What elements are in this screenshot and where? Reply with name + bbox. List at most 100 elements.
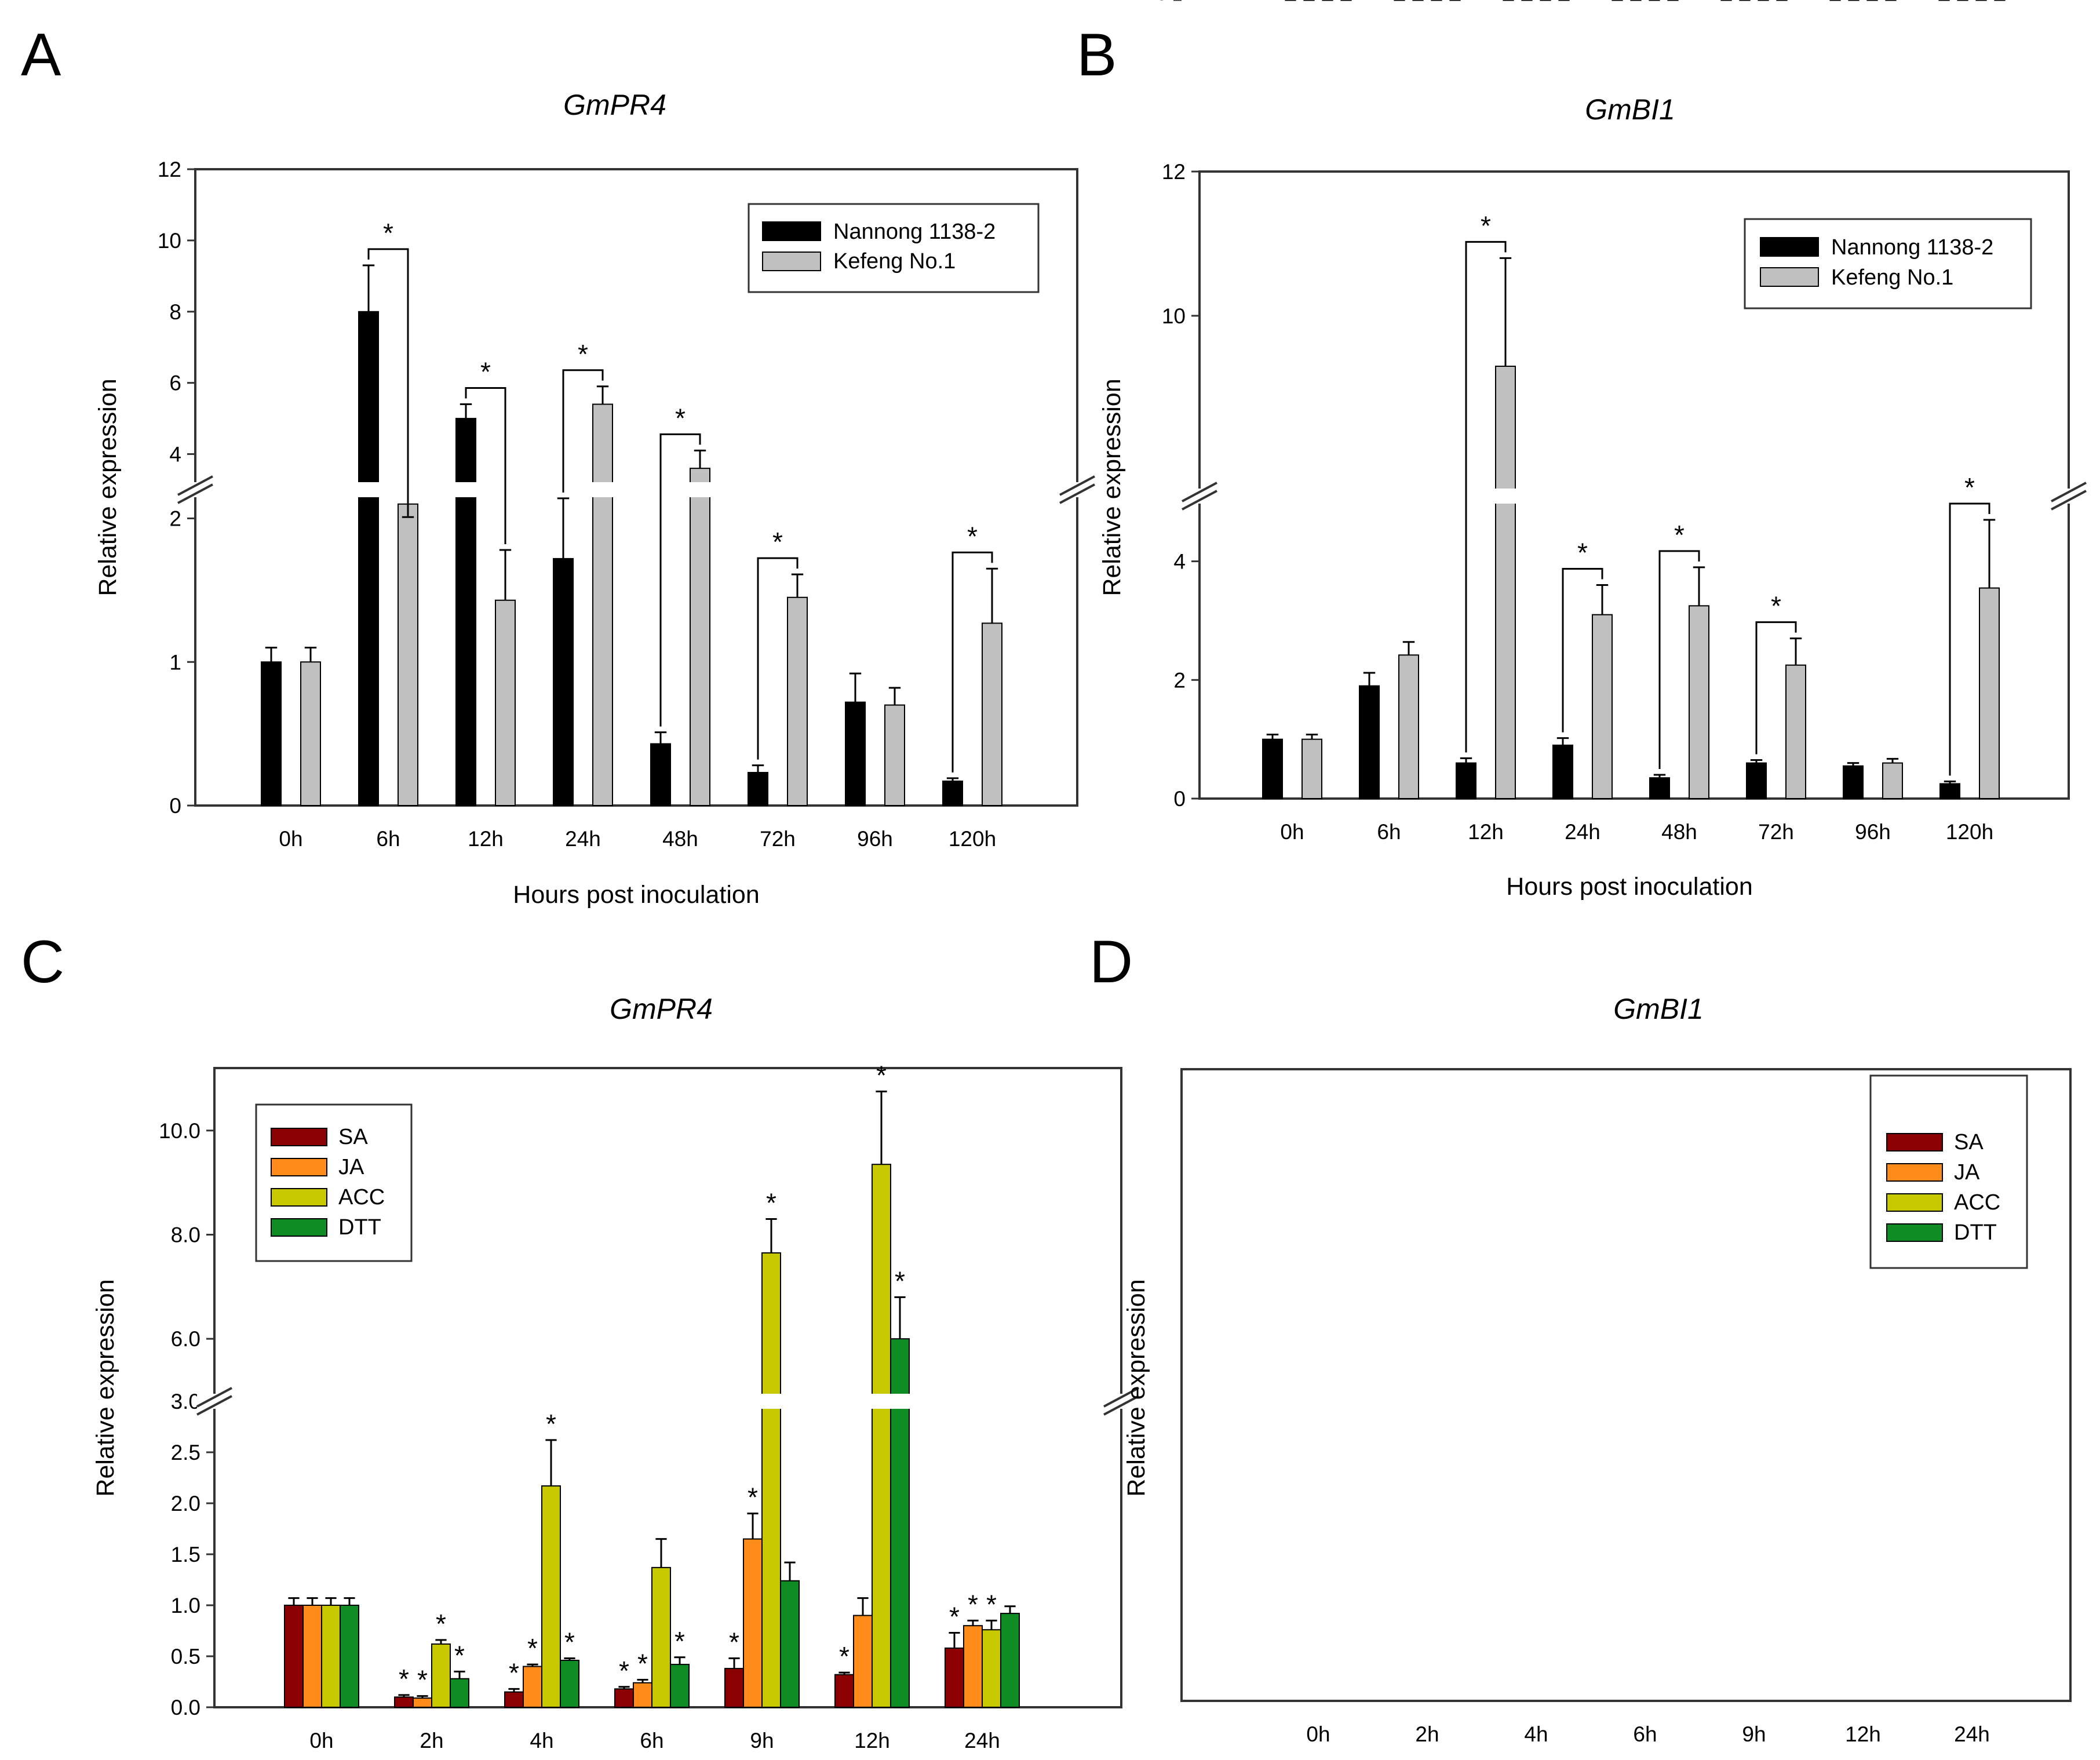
panel-c-significance-star: *: [399, 1664, 409, 1694]
panel-a-bar: [592, 403, 613, 806]
panel-c-legend-swatch-acc: [271, 1188, 327, 1207]
panel-a-y-tick-label: 10: [158, 229, 181, 253]
panel-d-legend-label-ja: JA: [1954, 1160, 1980, 1185]
panel-c-significance-star: *: [766, 1188, 776, 1218]
panel-b-significance-star: *: [1674, 520, 1685, 550]
panel-b-x-tick-label: 96h: [1855, 820, 1891, 844]
panel-c-bar: [413, 1697, 432, 1708]
panel-c-bar: [743, 1538, 763, 1708]
panel-c-bar: [302, 1605, 322, 1708]
panel-a-axis-break-mark: [1059, 475, 1095, 496]
panel-b-significance-bracket: [1658, 550, 1700, 770]
panel-c-legend-label-ja: JA: [338, 1155, 364, 1179]
panel-c-bar: [614, 1688, 634, 1708]
panel-b-significance-star: *: [1964, 472, 1975, 502]
panel-c-bar: [504, 1691, 524, 1708]
panel-c-significance-star: *: [417, 1665, 428, 1695]
panel-c-significance-star: *: [729, 1627, 739, 1657]
panel-b-legend-swatch-kefeng: [1760, 267, 1819, 287]
panel-c-significance: * * * * * * * * * * * * * * * * * * * *: [399, 1060, 997, 1695]
panel-c-axis-break-mark: [196, 1387, 232, 1408]
panel-a-x-tick-label: 0h: [279, 827, 302, 851]
panel-a-x-axis-label: Hours post inoculation: [513, 881, 759, 909]
panel-b-axis-break-mark: [1182, 490, 1217, 511]
panel-d-significance-star: *: [1540, 0, 1551, 6]
panel-b-bar: [1649, 777, 1670, 800]
panel-c-y-tick-label: 2.0: [171, 1492, 200, 1515]
panel-c-legend: SA JA ACC DTT: [255, 1103, 413, 1262]
panel-d: D GmBI1 012345678 ****************** 0h2…: [1089, 0, 2072, 1746]
panel-c-bar: [431, 1643, 451, 1708]
panel-a-significance-bracket: [367, 248, 409, 512]
panel-a-y-tick-label: 6: [169, 371, 181, 395]
panel-c-significance-star: *: [637, 1648, 648, 1678]
panel-d-significance-star: *: [1886, 0, 1896, 6]
panel-a-bar-break-gap: [591, 482, 614, 497]
panel-c-legend-label-dtt: DTT: [338, 1215, 381, 1240]
panel-c-bar: [523, 1666, 542, 1708]
panel-a-legend-box: [748, 203, 1040, 293]
panel-b-significance-star: *: [1481, 210, 1491, 241]
panel-c-legend-swatch-dtt: [271, 1218, 327, 1237]
panel-a-title: GmPR4: [563, 89, 666, 121]
panel-b-y-tick-label: 4: [1173, 550, 1186, 574]
panel-a-significance-bracket: [757, 557, 799, 760]
panel-a-y-tick-label: 4: [169, 443, 181, 467]
panel-d-y-tick-label: 6: [1155, 0, 1168, 5]
panel-c-significance-star: *: [454, 1640, 465, 1670]
panel-c-bar: [724, 1668, 744, 1708]
panel-a-bar: [787, 596, 808, 806]
panel-d-y-ticks: 012345678: [1155, 0, 1182, 5]
panel-a-bar: [455, 418, 476, 806]
panel-c-y-tick-label: 1.0: [171, 1594, 200, 1617]
panel-c-y-tick-label: 8.0: [171, 1223, 200, 1247]
panel-a-y-tick-label: 0: [169, 794, 181, 818]
panel-b-title: GmBI1: [1585, 93, 1675, 126]
panel-a-significance-star: *: [772, 527, 783, 557]
panel-b-y-ticks: 0 2 4 10 12: [1162, 160, 1200, 811]
panel-b-significance-bracket: [1465, 241, 1507, 753]
panel-d-legend-swatch-dtt: [1886, 1223, 1943, 1242]
panel-a-y-tick-label: 8: [169, 300, 181, 324]
panel-d-significance-star: *: [1777, 0, 1787, 6]
panel-c-bar: [560, 1660, 579, 1708]
panel-b-x-tick-label: 24h: [1565, 820, 1600, 844]
panel-b-x-tick-label: 6h: [1377, 820, 1401, 844]
panel-d-y-tick-label: 5: [1155, 0, 1168, 5]
panel-c-bar: [834, 1674, 854, 1708]
panel-a-bar: [261, 661, 282, 806]
panel-c-axis-break-mark: [1103, 1387, 1139, 1408]
panel-c-significance-star: *: [748, 1482, 758, 1513]
panel-a-significance-star: *: [383, 218, 393, 248]
panel-b-letter: B: [1077, 21, 1117, 89]
panel-c-significance-star: *: [509, 1657, 519, 1688]
panel-a-legend-swatch-nannong: [762, 221, 821, 241]
panel-d-y-tick-label: 3: [1155, 0, 1168, 5]
panel-c-bar: [761, 1252, 781, 1708]
panel-a-significance-bracket: [659, 433, 701, 727]
panel-d-significance-star: *: [1394, 0, 1405, 6]
panel-d-significance-star: *: [1721, 0, 1731, 6]
panel-c-bar: [963, 1625, 983, 1708]
panel-c-significance-star: *: [839, 1641, 850, 1671]
panel-b-significance-bracket: [1562, 568, 1603, 733]
panel-b-legend-box: [1744, 218, 2032, 309]
panel-c-bar: [340, 1605, 359, 1708]
panel-a-x-ticks: 0h 6h 12h 24h 48h 72h 96h 120h: [279, 827, 996, 851]
panel-c-bar: [853, 1615, 873, 1708]
panel-d-significance-star: *: [1740, 0, 1750, 6]
panel-c-bars: [196, 1090, 1139, 1708]
panel-d-plot-frame: [1180, 1068, 2072, 1702]
panel-a-x-tick-label: 24h: [565, 827, 601, 851]
panel-c-significance-star: *: [949, 1602, 960, 1632]
panel-a-bar: [845, 701, 866, 806]
panel-c-bar: [321, 1605, 341, 1708]
panel-c-x-tick-label: 4h: [530, 1729, 553, 1752]
panel-d-significance-star: *: [1830, 0, 1840, 6]
panel-d-y-tick-label: 2: [1155, 0, 1168, 5]
panel-d-legend-label-acc: ACC: [1954, 1190, 2000, 1215]
panel-a-significance: * * * * * *: [367, 218, 993, 772]
panel-d-y-tick-label: 0: [1155, 0, 1168, 5]
panel-c-bar: [541, 1485, 561, 1708]
